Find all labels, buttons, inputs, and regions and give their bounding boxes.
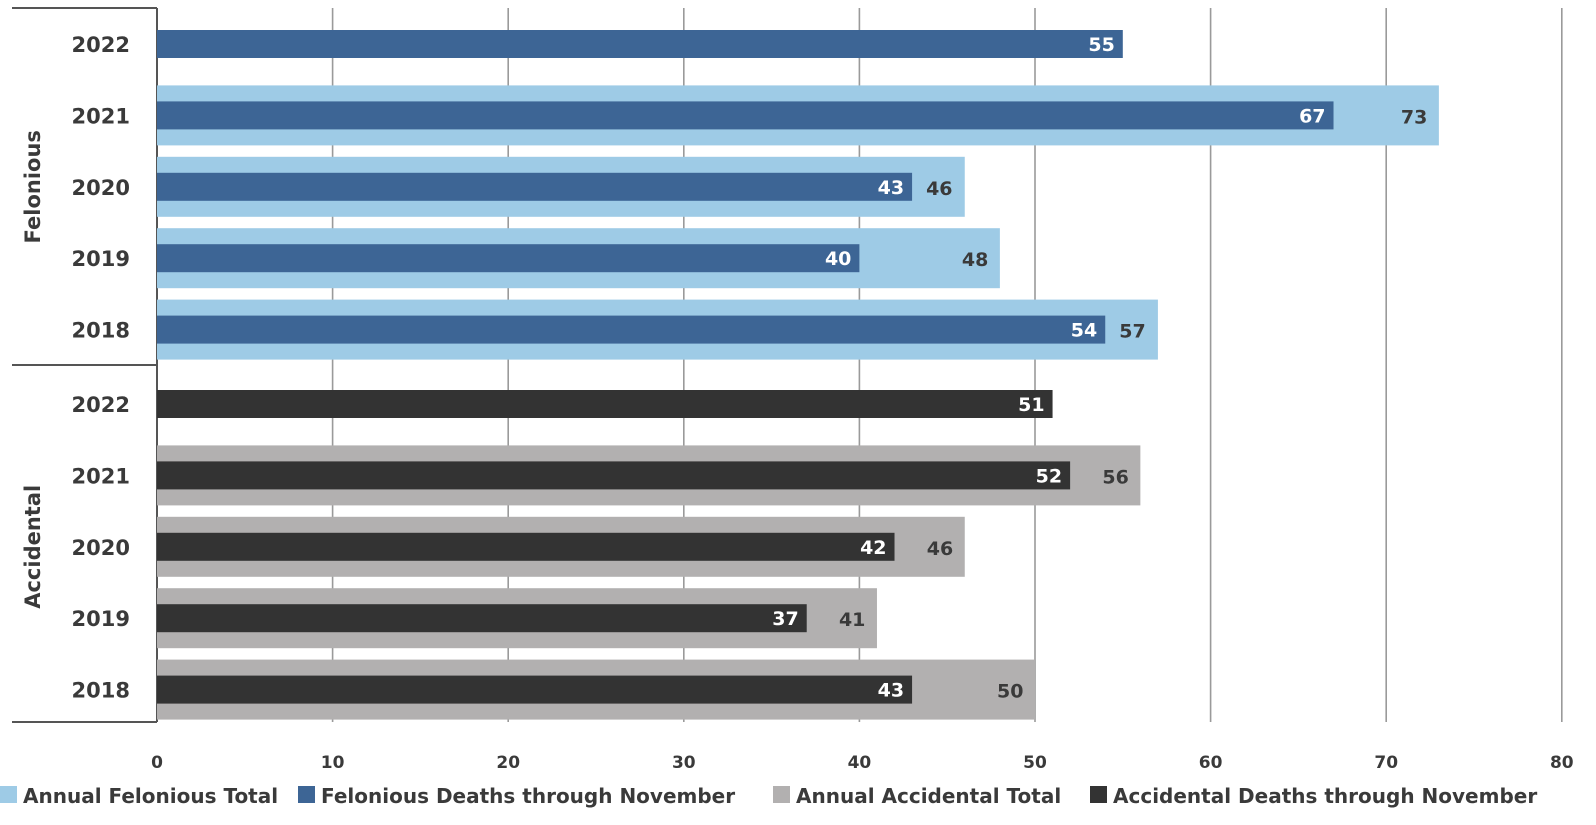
data-label-total: 73 [1401,106,1427,128]
legend-swatch [1090,786,1107,803]
legend-swatch [773,786,790,803]
data-label-total: 50 [997,681,1023,703]
category-label: 2021 [72,104,130,128]
category-label: 2020 [72,536,130,560]
x-tick-label: 10 [321,753,345,773]
bar-deaths-through-november [157,30,1123,58]
x-tick-label: 70 [1374,753,1398,773]
category-label: 2020 [72,176,130,200]
bar-deaths-through-november [157,390,1053,418]
data-label-total: 46 [926,178,952,200]
group-label-felonious: Felonious [21,130,45,243]
x-tick-label: 30 [672,753,696,773]
data-label-deaths: 43 [878,680,904,702]
bar-deaths-through-november [157,101,1334,130]
category-label: 2018 [72,679,130,703]
x-tick-label: 0 [151,753,163,773]
group-label-accidental: Accidental [21,485,45,609]
legend-label: Annual Felonious Total [23,784,278,808]
data-label-deaths: 37 [772,608,798,630]
category-label: 2018 [72,319,130,343]
legend-label: Annual Accidental Total [796,784,1061,808]
data-label-total: 56 [1102,466,1128,488]
category-label: 2022 [72,33,130,57]
data-label-deaths: 52 [1036,465,1062,487]
bar-deaths-through-november [157,604,807,633]
data-label-total: 48 [962,249,988,271]
legend-swatch [0,786,17,803]
data-label-deaths: 43 [878,177,904,199]
data-label-total: 57 [1119,321,1145,343]
data-label-deaths: 55 [1088,34,1114,56]
bar-deaths-through-november [157,244,860,273]
legend-label: Felonious Deaths through November [321,784,735,808]
x-tick-label: 40 [848,753,872,773]
bar-deaths-through-november [157,172,913,201]
bar-deaths-through-november [157,675,913,704]
bar-deaths-through-november [157,461,1071,490]
legend-swatch [298,786,315,803]
x-tick-label: 80 [1550,753,1574,773]
data-label-deaths: 54 [1071,320,1097,342]
data-label-deaths: 67 [1299,105,1325,127]
category-label: 2019 [72,607,130,631]
bar-deaths-through-november [157,315,1106,344]
data-label-deaths: 51 [1018,394,1044,416]
category-label: 2019 [72,247,130,271]
data-label-deaths: 40 [825,248,851,270]
x-tick-label: 50 [1023,753,1047,773]
legend-label: Accidental Deaths through November [1113,784,1537,808]
x-tick-label: 60 [1199,753,1223,773]
bar-deaths-through-november [157,532,895,561]
data-label-total: 41 [839,609,865,631]
x-tick-label: 20 [496,753,520,773]
category-label: 2022 [72,393,130,417]
data-label-deaths: 42 [860,537,886,559]
data-label-total: 46 [927,538,953,560]
category-label: 2021 [72,464,130,488]
